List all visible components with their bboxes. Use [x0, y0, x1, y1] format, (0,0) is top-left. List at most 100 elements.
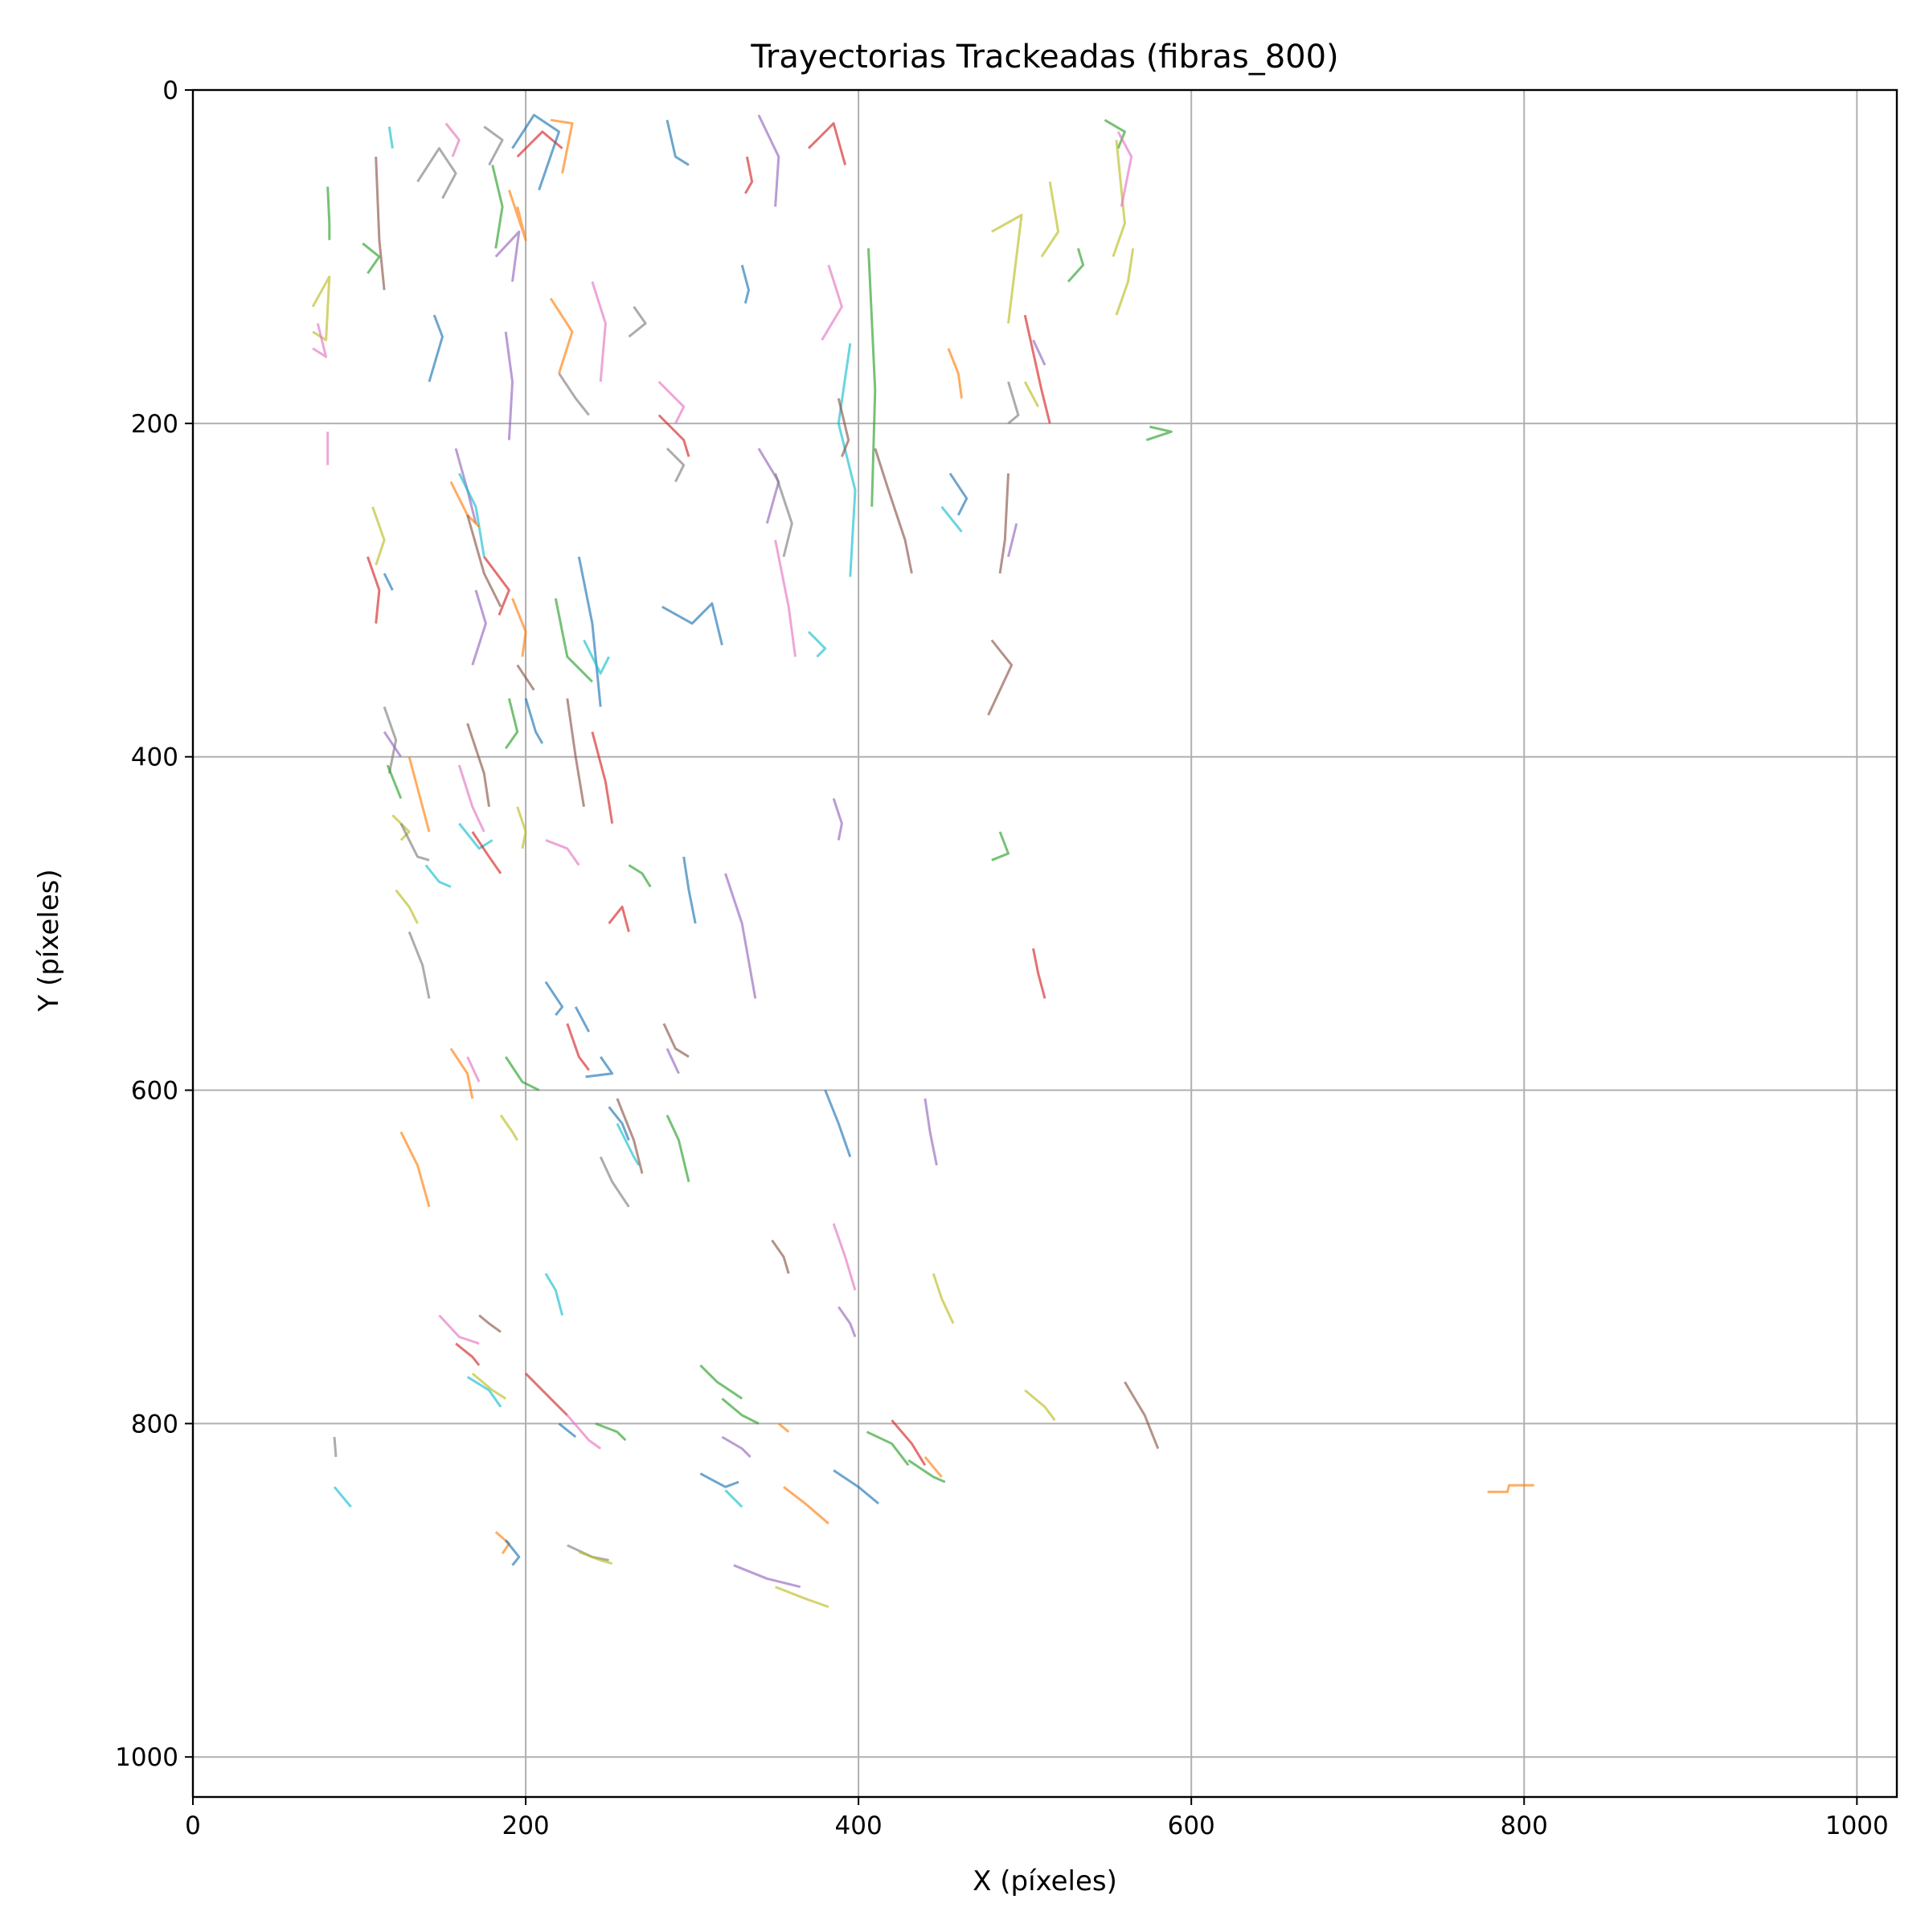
trajectory-line: [505, 1539, 521, 1566]
trajectory-line: [771, 1239, 790, 1275]
trajectory-line: [595, 1422, 627, 1442]
trajectory-line: [471, 831, 502, 874]
y-tick-label: 0: [162, 76, 178, 105]
trajectory-line: [483, 125, 504, 166]
trajectory-line: [998, 473, 1010, 574]
trajectory-line: [1007, 522, 1018, 558]
x-tick-label: 200: [502, 1811, 549, 1840]
trajectory-line: [724, 873, 757, 999]
trajectory-line: [987, 639, 1014, 716]
x-tick-label: 800: [1501, 1811, 1548, 1840]
trajectory-line: [666, 447, 686, 483]
trajectory-line: [940, 506, 963, 533]
trajectory-line: [807, 631, 827, 658]
trajectory-line: [661, 602, 723, 646]
trajectory-line: [833, 1469, 879, 1505]
trajectory-line: [821, 264, 843, 341]
trajectory-line: [1024, 1389, 1056, 1422]
trajectory-line: [1032, 339, 1046, 366]
trajectory-line: [1067, 248, 1085, 283]
trajectory-line: [832, 798, 843, 841]
trajectory-line: [733, 1564, 801, 1589]
trajectory-line: [657, 414, 690, 457]
trajectory-line: [1023, 381, 1040, 407]
trajectory-line: [743, 156, 754, 194]
trajectory-line: [991, 831, 1010, 862]
trajectory-line: [438, 1314, 480, 1345]
trajectory-line: [516, 806, 527, 849]
series-layer: [311, 113, 1534, 1608]
trajectory-line: [574, 1006, 591, 1033]
trajectory-line: [1104, 119, 1126, 149]
trajectory-line: [483, 555, 510, 616]
trajectory-line: [511, 113, 560, 190]
trajectory-line: [395, 889, 419, 924]
trajectory-line: [408, 931, 431, 999]
trajectory-line: [1115, 248, 1135, 316]
trajectory-line: [1145, 425, 1173, 442]
trajectory-line: [566, 1414, 602, 1450]
trajectory-line: [947, 347, 963, 399]
trajectory-line: [866, 1431, 910, 1467]
trajectory-line: [616, 1123, 641, 1166]
trajectory-line: [457, 764, 485, 833]
trajectory-line: [544, 980, 564, 1017]
trajectory-line: [383, 731, 403, 758]
trajectory-line: [554, 598, 593, 683]
trajectory-line: [628, 305, 647, 338]
trajectory-line: [478, 1314, 502, 1333]
trajectory-line: [599, 1156, 630, 1208]
trajectory-line: [1487, 1484, 1534, 1493]
trajectory-line: [449, 1047, 474, 1099]
trajectory-line: [777, 1422, 790, 1433]
trajectory-line: [524, 698, 544, 744]
trajectory-line: [458, 822, 494, 850]
trajectory-line: [391, 814, 411, 841]
y-axis-title: Y (píxeles): [33, 869, 65, 1012]
trajectory-line: [932, 1273, 955, 1324]
x-tick-label: 400: [835, 1811, 883, 1840]
trajectory-line: [491, 164, 504, 249]
trajectory-line: [608, 905, 630, 932]
trajectory-line: [507, 190, 527, 242]
trajectory-line: [455, 1342, 481, 1366]
trajectory-line: [471, 1372, 506, 1400]
y-tick-label: 200: [131, 410, 178, 439]
y-tick-label: 800: [131, 1410, 178, 1439]
trajectory-line: [591, 281, 607, 383]
trajectory-line: [867, 248, 877, 507]
y-tick-label: 400: [131, 743, 178, 772]
trajectory-line: [311, 275, 331, 342]
trajectory-line: [1032, 948, 1046, 999]
trajectory-line: [504, 331, 514, 440]
plot-frame: [191, 88, 1898, 1799]
trajectory-line: [333, 1486, 352, 1508]
trajectory-line: [721, 1398, 760, 1425]
trajectory-line: [666, 1114, 690, 1182]
trajectory-line: [511, 598, 527, 657]
trajectory-line: [666, 119, 690, 166]
trajectory-line: [666, 1048, 680, 1074]
trajectory-line: [608, 1106, 630, 1141]
trajectory-line: [499, 1114, 518, 1141]
trajectory-line: [577, 556, 602, 707]
trajectory-line: [504, 698, 519, 750]
trajectory-line: [721, 1435, 752, 1458]
trajectory-line: [699, 1472, 739, 1488]
trajectory-line: [807, 122, 847, 166]
trajectory-line: [1023, 314, 1051, 424]
trajectory-line: [907, 1459, 946, 1484]
trajectory-line: [444, 122, 461, 158]
trajectory-line: [628, 864, 652, 888]
trajectory-line: [832, 1223, 857, 1291]
trajectory-line: [466, 722, 490, 808]
trajectory-line: [326, 186, 331, 240]
trajectory-line: [616, 1098, 644, 1174]
trajectory-line: [366, 556, 381, 624]
trajectory-line: [583, 639, 610, 675]
trajectory-line: [466, 514, 502, 608]
y-tick-label: 1000: [115, 1743, 178, 1772]
